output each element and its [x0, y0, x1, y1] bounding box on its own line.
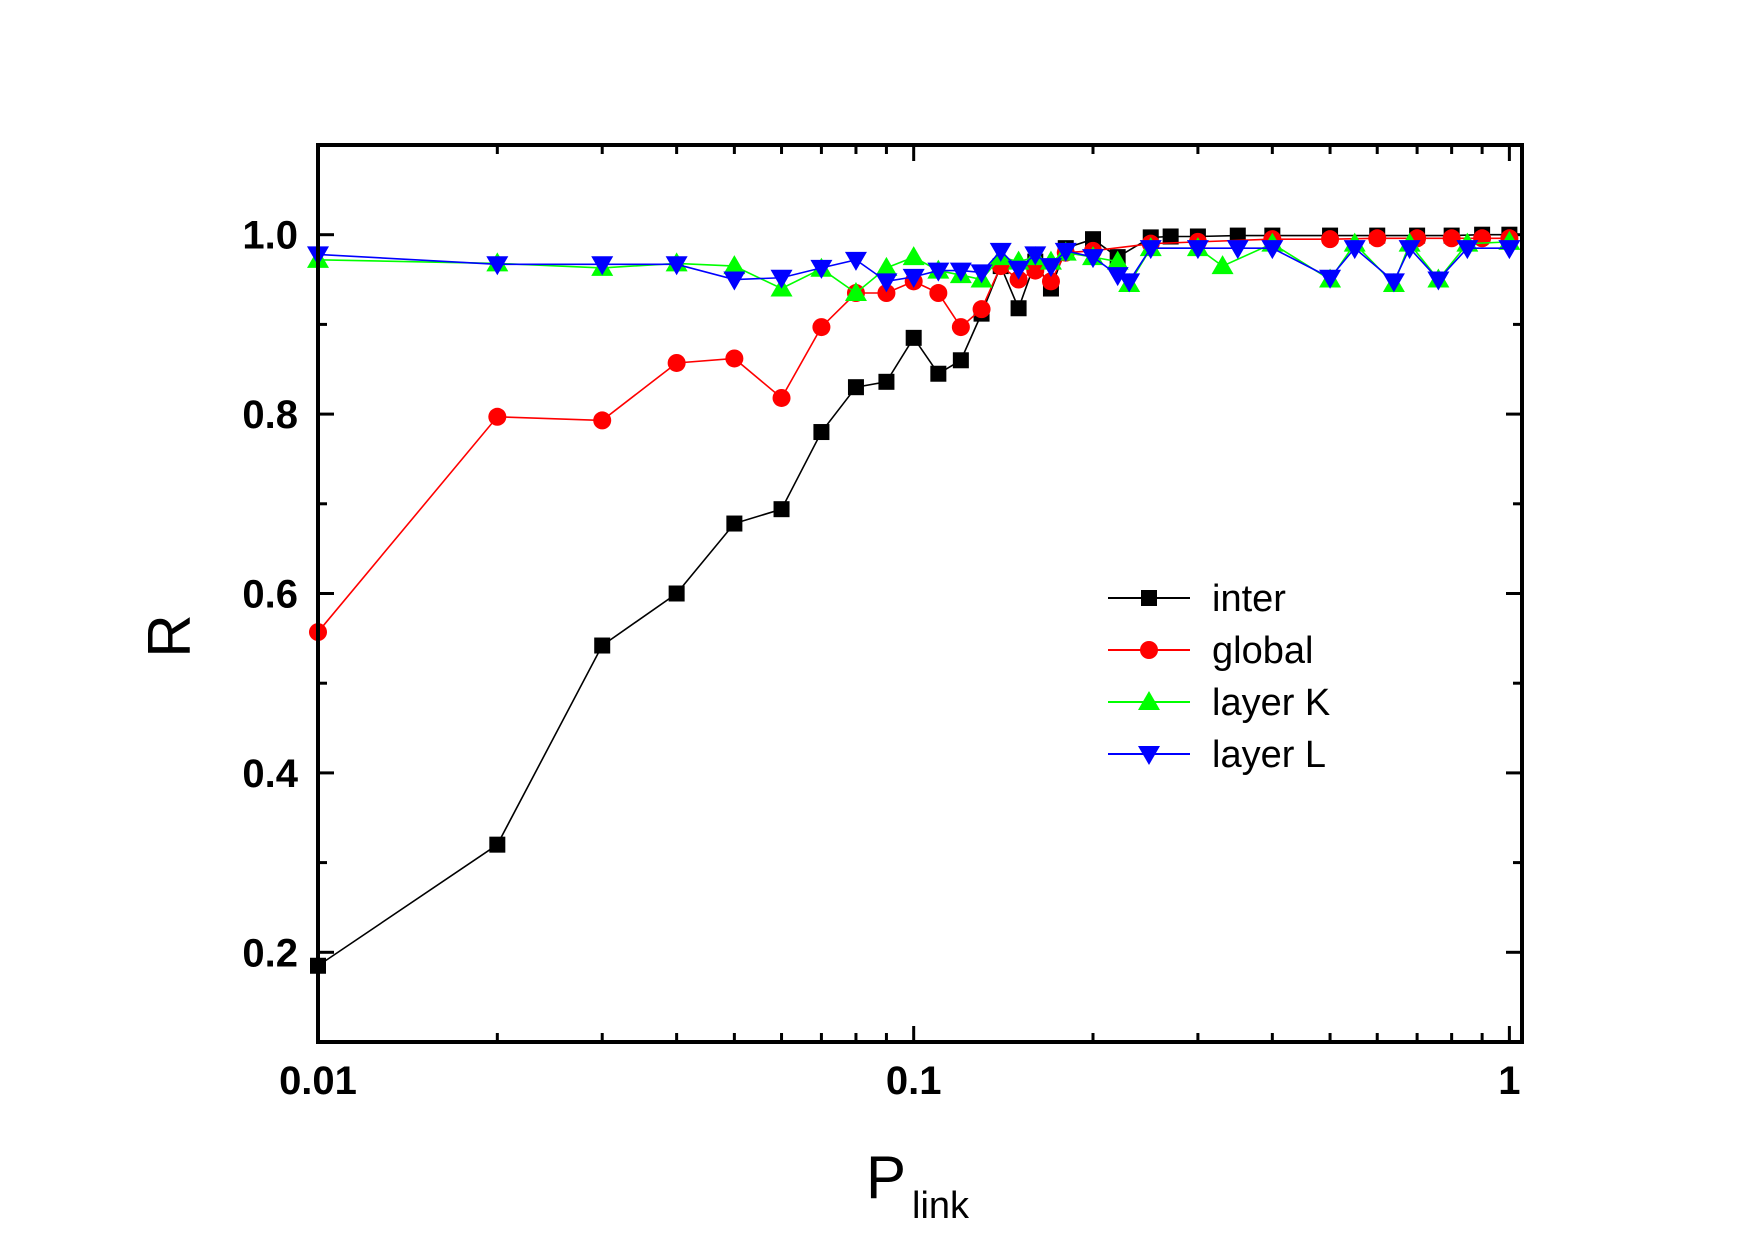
data-point-layer-l — [1226, 240, 1249, 260]
data-point-layer-l — [591, 256, 614, 276]
data-point-inter — [878, 373, 895, 390]
data-point-layer-l — [1039, 258, 1062, 278]
data-point-inter — [930, 365, 947, 382]
data-point-global — [1321, 230, 1340, 249]
legend-item-layer-k: layer K — [1108, 682, 1330, 724]
data-point-global — [1026, 261, 1045, 280]
data-point-layer-l — [1139, 240, 1162, 260]
data-point-layer-l — [1106, 267, 1129, 287]
data-point-inter — [813, 424, 830, 441]
data-point-inter — [952, 352, 969, 369]
data-point-layer-l — [970, 264, 993, 284]
data-point-layer-l — [1007, 260, 1030, 280]
data-point-layer-l — [665, 256, 688, 276]
data-point-global — [972, 300, 991, 319]
data-point-layer-l — [1382, 273, 1405, 293]
data-point-layer-l — [1082, 249, 1105, 269]
data-point-global — [488, 407, 507, 426]
data-point-inter — [773, 501, 790, 518]
data-point-layer-l — [1186, 240, 1209, 260]
tick-labels: 0.2 0.4 0.6 0.8 1.0 0.01 0.1 1 — [242, 214, 1520, 1103]
series-layer-l — [307, 240, 1521, 293]
legend-item-inter: inter — [1108, 578, 1286, 620]
y-tick-label: 0.4 — [242, 752, 298, 796]
data-point-inter — [594, 637, 611, 654]
data-point-layer-l — [1118, 273, 1141, 293]
data-point-global — [667, 353, 686, 372]
data-point-layer-l — [1456, 240, 1479, 260]
data-point-layer-l — [1398, 240, 1421, 260]
y-axis-title: R — [136, 614, 203, 657]
x-tick-label: 0.1 — [886, 1059, 942, 1103]
data-point-layer-l — [1498, 240, 1521, 260]
legend-label-layer-l: layer L — [1212, 734, 1326, 776]
data-point-layer-l — [1054, 242, 1077, 262]
data-point-global — [725, 349, 744, 368]
data-point-layer-l — [927, 262, 950, 282]
data-point-layer-l — [989, 242, 1012, 262]
x-tick-label: 1 — [1498, 1059, 1520, 1103]
data-point-layer-l — [1343, 240, 1366, 260]
series-layer — [307, 226, 1521, 974]
x-axis-title-main: P — [866, 1144, 906, 1211]
data-point-global — [812, 318, 831, 337]
data-point-global — [1442, 229, 1461, 248]
data-point-layer-l — [1261, 240, 1284, 260]
data-point-global — [1041, 272, 1060, 291]
data-point-inter — [726, 515, 743, 532]
legend-marker-global — [1140, 641, 1158, 659]
data-point-layer-l — [1024, 246, 1047, 266]
y-tick-label: 0.2 — [242, 931, 298, 975]
y-tick-label: 0.6 — [242, 573, 298, 617]
plot-frame — [316, 143, 1524, 1044]
data-point-layer-k — [1106, 250, 1129, 270]
legend: inter global layer K layer L — [1108, 578, 1330, 776]
data-point-inter — [905, 329, 922, 346]
legend-label-inter: inter — [1212, 578, 1286, 620]
data-point-global — [877, 284, 896, 303]
x-tick-label: 0.01 — [279, 1059, 357, 1103]
legend-marker-layer-l — [1138, 746, 1160, 765]
data-point-layer-l — [723, 271, 746, 291]
data-point-global — [1368, 229, 1387, 248]
data-point-layer-l — [1319, 269, 1342, 289]
data-point-layer-l — [875, 273, 898, 293]
data-point-global — [951, 318, 970, 337]
data-point-layer-l — [486, 256, 509, 276]
data-point-layer-k — [875, 256, 898, 276]
legend-marker-layer-k — [1138, 691, 1160, 710]
data-point-global — [1473, 229, 1492, 248]
y-tick-label: 1.0 — [242, 214, 298, 258]
data-point-inter — [668, 585, 685, 602]
data-point-global — [772, 388, 791, 407]
legend-marker-inter — [1141, 590, 1157, 606]
data-point-global — [593, 411, 612, 430]
data-point-layer-k — [902, 246, 925, 266]
legend-label-global: global — [1212, 630, 1313, 672]
data-point-inter — [1162, 228, 1179, 245]
legend-item-layer-l: layer L — [1108, 734, 1326, 776]
data-point-layer-k — [1211, 255, 1234, 275]
data-point-inter — [1010, 300, 1027, 317]
legend-label-layer-k: layer K — [1212, 682, 1330, 724]
data-point-layer-l — [1427, 271, 1450, 291]
data-point-layer-l — [902, 268, 925, 288]
x-axis-title-subscript: link — [912, 1185, 970, 1227]
y-tick-label: 0.8 — [242, 393, 298, 437]
data-point-layer-l — [810, 259, 833, 279]
data-point-layer-k — [723, 255, 746, 275]
data-point-inter — [847, 379, 864, 396]
data-point-global — [929, 284, 948, 303]
data-point-inter — [489, 836, 506, 853]
data-point-layer-l — [844, 251, 867, 271]
data-point-layer-l — [770, 269, 793, 289]
data-point-layer-k — [844, 282, 867, 302]
legend-item-global: global — [1108, 630, 1313, 672]
data-point-layer-l — [949, 262, 972, 282]
